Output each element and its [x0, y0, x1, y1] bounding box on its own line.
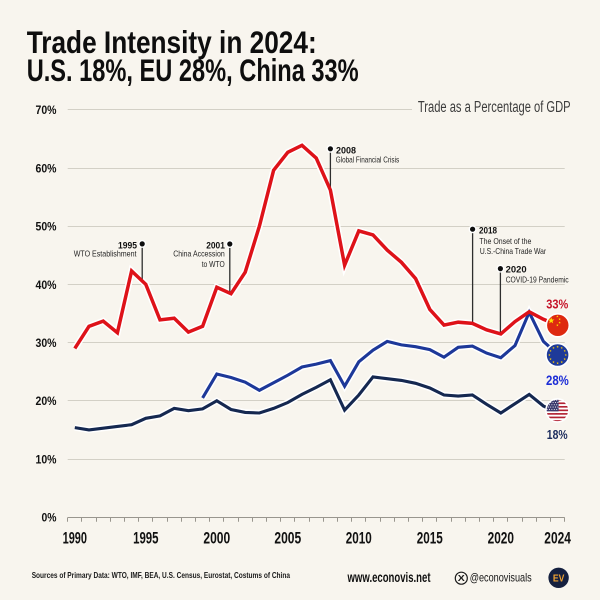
svg-text:@econovisuals: @econovisuals	[470, 570, 532, 584]
svg-text:60%: 60%	[36, 161, 57, 175]
svg-text:The Onset of the: The Onset of the	[479, 237, 531, 246]
svg-text:2024: 2024	[544, 528, 571, 547]
svg-text:to WTO: to WTO	[202, 260, 225, 269]
svg-text:0%: 0%	[42, 511, 57, 525]
svg-text:2000: 2000	[203, 528, 230, 547]
svg-text:Global Financial Crisis: Global Financial Crisis	[336, 155, 400, 164]
svg-text:2001: 2001	[206, 240, 225, 250]
svg-text:www.econovis.net: www.econovis.net	[347, 569, 431, 585]
svg-text:20%: 20%	[36, 394, 57, 408]
svg-text:2018: 2018	[479, 225, 497, 235]
svg-text:China Accession: China Accession	[173, 250, 225, 259]
svg-text:X: X	[458, 573, 466, 583]
svg-text:70%: 70%	[36, 103, 57, 117]
svg-text:2005: 2005	[274, 528, 301, 547]
svg-text:1990: 1990	[63, 528, 87, 547]
svg-text:2020: 2020	[488, 528, 514, 547]
svg-text:Sources of Primary Data: WTO,: Sources of Primary Data: WTO, IMF, BEA, …	[32, 570, 291, 580]
svg-text:U.S. 18%, EU 28%, China 33%: U.S. 18%, EU 28%, China 33%	[27, 52, 359, 88]
svg-text:28%: 28%	[546, 373, 569, 389]
svg-text:10%: 10%	[36, 452, 57, 466]
svg-text:2010: 2010	[346, 528, 372, 547]
svg-text:Trade Intensity in 2024:: Trade Intensity in 2024:	[27, 24, 317, 60]
svg-text:2020: 2020	[506, 265, 527, 275]
svg-text:U.S.-China Trade War: U.S.-China Trade War	[480, 247, 547, 256]
svg-text:18%: 18%	[547, 427, 568, 442]
svg-text:40%: 40%	[36, 278, 57, 292]
svg-text:Trade as a Percentage of GDP: Trade as a Percentage of GDP	[418, 99, 571, 116]
svg-text:1995: 1995	[133, 528, 158, 547]
svg-text:2015: 2015	[417, 528, 443, 547]
svg-text:WTO Establishment: WTO Establishment	[74, 250, 137, 259]
svg-text:EV: EV	[553, 573, 565, 585]
svg-text:50%: 50%	[36, 220, 57, 234]
svg-text:30%: 30%	[36, 336, 57, 350]
svg-text:COVID-19 Pandemic: COVID-19 Pandemic	[506, 276, 569, 285]
svg-text:1995: 1995	[118, 240, 137, 250]
svg-text:2008: 2008	[336, 146, 356, 156]
svg-text:33%: 33%	[546, 296, 568, 311]
